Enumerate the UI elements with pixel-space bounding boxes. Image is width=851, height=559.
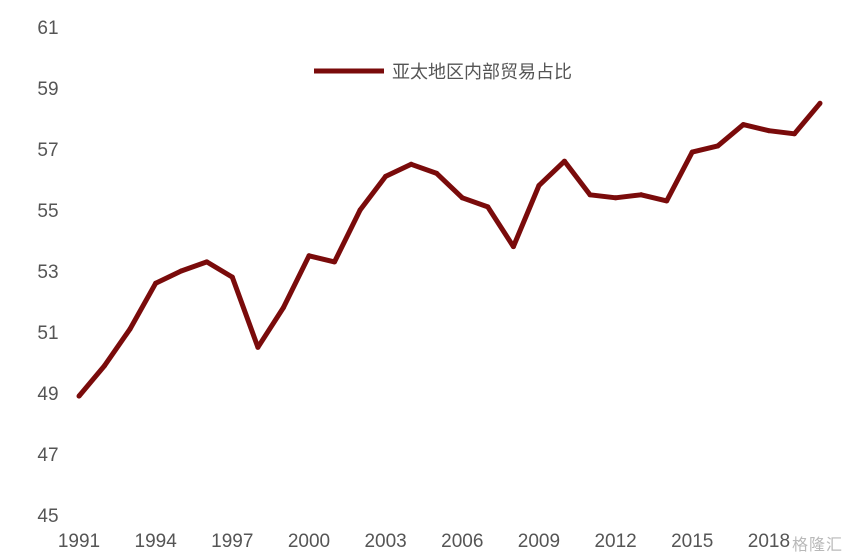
data-point xyxy=(562,158,567,164)
x-tick-label: 2003 xyxy=(364,531,406,552)
x-tick-label: 1991 xyxy=(58,531,100,552)
data-point xyxy=(766,128,772,134)
data-point xyxy=(791,131,797,137)
y-tick-label: 45 xyxy=(37,506,58,527)
y-tick-label: 49 xyxy=(37,384,58,405)
data-point xyxy=(536,183,542,189)
data-point xyxy=(740,122,746,128)
data-point xyxy=(485,204,491,210)
x-tick-label: 2006 xyxy=(441,531,483,552)
y-tick-label: 57 xyxy=(37,140,58,161)
x-tick-label: 2000 xyxy=(288,531,330,552)
data-point xyxy=(613,195,619,201)
x-tick-label: 2018 xyxy=(748,531,790,552)
data-point xyxy=(229,274,235,280)
data-point xyxy=(204,259,210,265)
x-tick-label: 2012 xyxy=(594,531,636,552)
data-point xyxy=(255,344,261,350)
x-tick-label: 2015 xyxy=(671,531,713,552)
y-tick-label: 53 xyxy=(37,262,58,283)
x-tick-label: 2009 xyxy=(518,531,560,552)
y-tick-label: 51 xyxy=(37,323,58,344)
data-point xyxy=(357,207,363,213)
data-point xyxy=(817,100,823,106)
data-point xyxy=(306,253,312,259)
data-point xyxy=(434,170,440,176)
data-point xyxy=(280,305,286,311)
data-point xyxy=(127,326,133,332)
data-point xyxy=(587,192,593,198)
y-tick-label: 59 xyxy=(37,79,58,100)
x-axis: 1991 1994 1997 2000 2003 2006 2009 2012 2015 2018 xyxy=(58,531,790,552)
legend-label: 亚太地区内部贸易占比 xyxy=(392,62,572,82)
data-point xyxy=(638,192,644,198)
x-tick-label: 1994 xyxy=(135,531,178,552)
data-point xyxy=(332,259,337,265)
legend: 亚太地区内部贸易占比 xyxy=(314,62,572,82)
watermark: 格隆汇 xyxy=(791,535,843,554)
data-point xyxy=(383,173,389,179)
data-point xyxy=(664,198,670,204)
data-point xyxy=(715,143,721,149)
data-point xyxy=(459,195,465,201)
data-point xyxy=(510,244,516,250)
data-point xyxy=(408,161,414,167)
data-point xyxy=(153,280,159,286)
series-layer xyxy=(76,100,823,399)
x-tick-label: 1997 xyxy=(211,531,253,552)
y-axis: 45 47 49 51 53 55 57 59 61 xyxy=(37,18,58,527)
y-tick-label: 55 xyxy=(37,201,58,222)
y-tick-label: 47 xyxy=(37,445,58,466)
y-tick-label: 61 xyxy=(37,18,58,39)
data-point xyxy=(178,268,184,274)
data-point xyxy=(76,393,82,399)
series-line xyxy=(77,101,822,398)
data-point xyxy=(102,363,108,369)
data-point xyxy=(689,149,695,155)
